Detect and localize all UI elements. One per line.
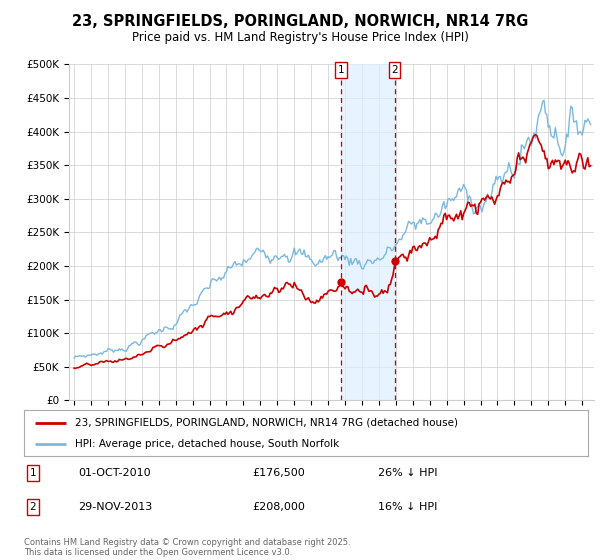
Text: 23, SPRINGFIELDS, PORINGLAND, NORWICH, NR14 7RG: 23, SPRINGFIELDS, PORINGLAND, NORWICH, N… — [72, 14, 528, 29]
Text: 23, SPRINGFIELDS, PORINGLAND, NORWICH, NR14 7RG (detached house): 23, SPRINGFIELDS, PORINGLAND, NORWICH, N… — [75, 418, 458, 428]
Text: 01-OCT-2010: 01-OCT-2010 — [78, 468, 151, 478]
Text: 29-NOV-2013: 29-NOV-2013 — [78, 502, 152, 512]
Text: 2: 2 — [29, 502, 37, 512]
Text: 16% ↓ HPI: 16% ↓ HPI — [378, 502, 437, 512]
Bar — [341, 64, 394, 400]
Text: 26% ↓ HPI: 26% ↓ HPI — [378, 468, 437, 478]
Text: £176,500: £176,500 — [252, 468, 305, 478]
Text: Price paid vs. HM Land Registry's House Price Index (HPI): Price paid vs. HM Land Registry's House … — [131, 31, 469, 44]
Text: HPI: Average price, detached house, South Norfolk: HPI: Average price, detached house, Sout… — [75, 439, 339, 449]
Text: 2: 2 — [391, 65, 398, 75]
Text: £208,000: £208,000 — [252, 502, 305, 512]
Text: 1: 1 — [29, 468, 37, 478]
Text: 1: 1 — [338, 65, 344, 75]
Text: Contains HM Land Registry data © Crown copyright and database right 2025.
This d: Contains HM Land Registry data © Crown c… — [24, 538, 350, 557]
